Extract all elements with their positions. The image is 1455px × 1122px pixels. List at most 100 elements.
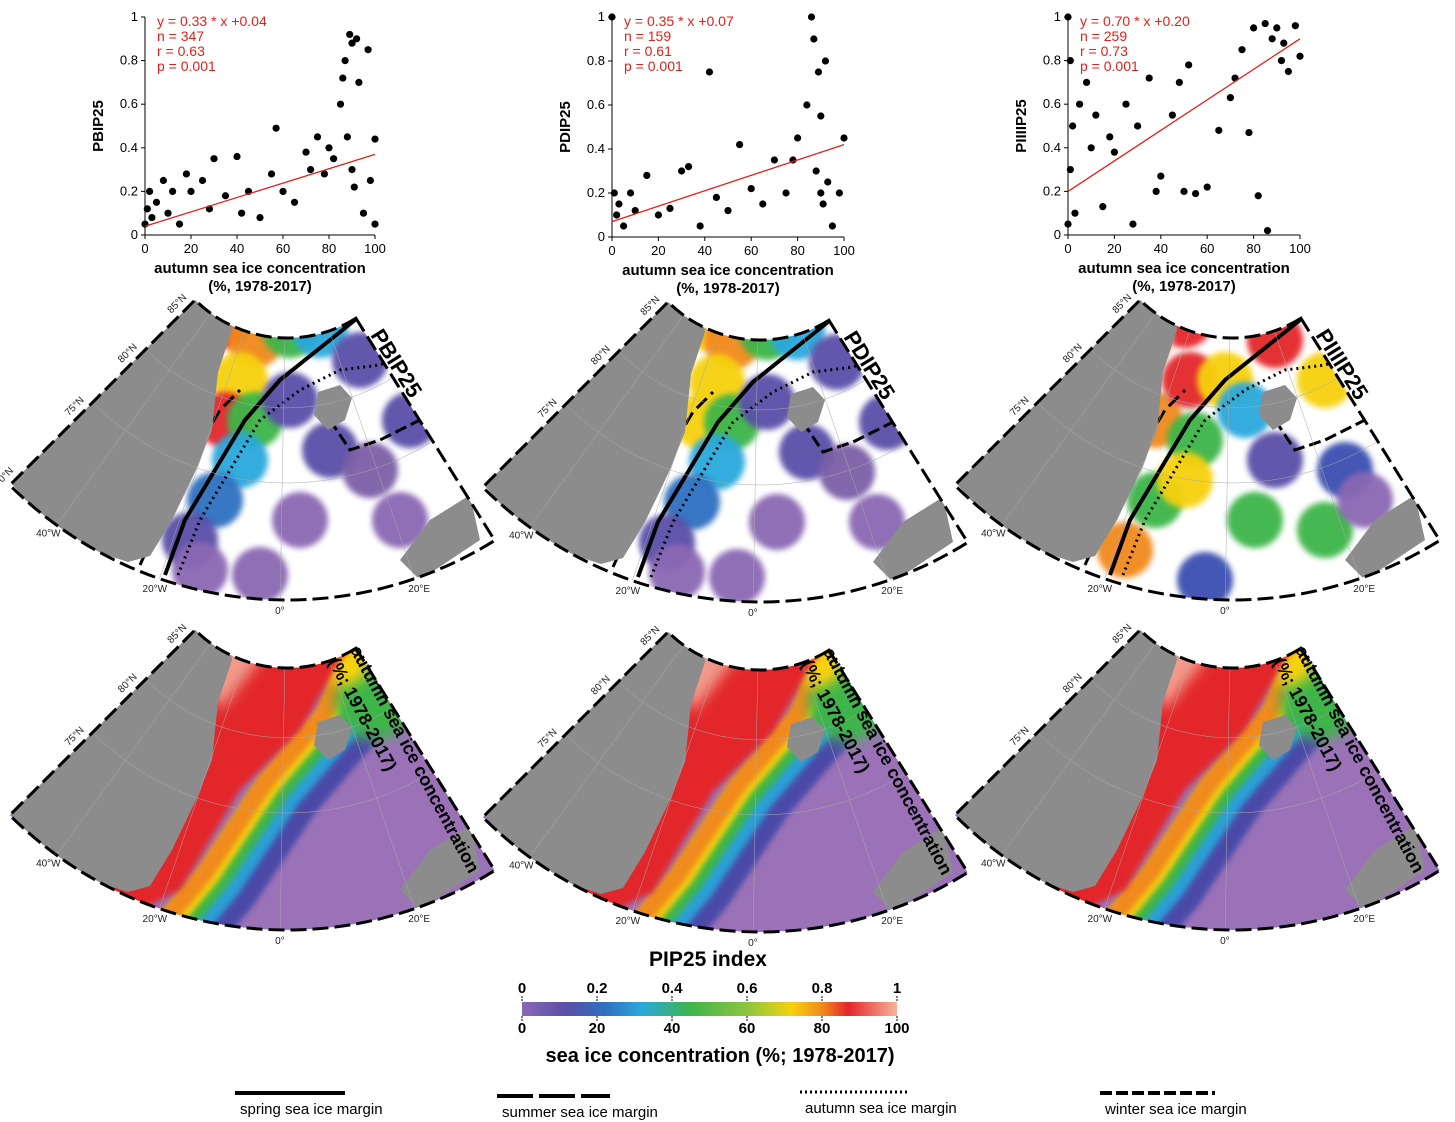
point [613, 211, 620, 218]
index-blob [739, 374, 795, 430]
point [1255, 192, 1262, 199]
y-tick-label: 0.8 [587, 53, 605, 68]
point [330, 155, 337, 162]
longitude-label: 40°W [981, 858, 1006, 869]
point [620, 222, 627, 229]
x-tick-label: 80 [790, 243, 804, 258]
point [1285, 68, 1292, 75]
point [256, 214, 263, 221]
y-tick-label: 0.4 [587, 141, 605, 156]
longitude-label: 20°W [143, 584, 168, 595]
stat-annotation: y = 0.33 * x +0.04 [157, 13, 267, 29]
longitude-label: 20°W [1088, 914, 1113, 925]
point [840, 134, 847, 141]
point [273, 125, 280, 132]
point [685, 163, 692, 170]
point [1099, 203, 1106, 210]
point [1264, 227, 1271, 234]
longitude-label: 40°W [509, 530, 534, 541]
x-tick-label: 40 [1154, 241, 1168, 256]
map-body [473, 282, 968, 605]
index-blob [172, 542, 228, 598]
point [1185, 61, 1192, 68]
x-axis-label: (%, 1978-2017) [676, 280, 779, 297]
point [643, 172, 650, 179]
y-tick-label: 0.4 [120, 140, 138, 155]
x-axis-label: (%, 1978-2017) [208, 278, 311, 295]
stat-annotation: n = 259 [1080, 28, 1127, 44]
colorbar-tick-label: 60 [739, 1020, 756, 1037]
point [1245, 129, 1252, 136]
index-blob [272, 492, 328, 548]
point [1269, 35, 1276, 42]
index-blob [1227, 492, 1283, 548]
colorbar-tick-label: 1 [893, 980, 901, 997]
colorbar-tick-label: 40 [664, 1020, 681, 1037]
colorbar-tick-label: 0 [518, 980, 526, 997]
longitude-label: 0° [275, 936, 285, 947]
point [1192, 190, 1199, 197]
point [736, 141, 743, 148]
point [1069, 122, 1076, 129]
point [344, 133, 351, 140]
x-tick-label: 20 [1107, 241, 1121, 256]
x-tick-label: 0 [1064, 241, 1071, 256]
index-blob [749, 494, 805, 550]
longitude-label: 0° [275, 606, 285, 617]
x-axis-label: (%, 1978-2017) [1132, 278, 1235, 295]
colorbar-tick-label: 0.2 [587, 980, 608, 997]
longitude-label: 20°E [408, 914, 430, 925]
point [1273, 24, 1280, 31]
map: 85°N80°N75°N40°W20°W0°20°EPDIP25 [473, 282, 968, 619]
point [360, 210, 367, 217]
x-tick-label: 100 [1289, 241, 1311, 256]
colorbar-tick-label: 0.4 [662, 980, 684, 997]
point [1180, 188, 1187, 195]
map-body [0, 280, 495, 603]
colorbar-tick-label: 80 [814, 1020, 831, 1037]
x-axis-label: autumn sea ice concentration [622, 262, 834, 279]
point [302, 149, 309, 156]
point [365, 46, 372, 53]
point [1262, 20, 1269, 27]
point [1238, 46, 1245, 53]
longitude-label: 20°E [881, 916, 903, 927]
y-tick-label: 0 [131, 227, 138, 242]
point [815, 68, 822, 75]
y-tick-label: 0.2 [120, 183, 138, 198]
point [146, 188, 153, 195]
point [820, 200, 827, 207]
point [1215, 127, 1222, 134]
point [611, 189, 618, 196]
point [782, 189, 789, 196]
stat-annotation: y = 0.70 * x +0.20 [1080, 13, 1190, 29]
y-axis-label: PBIP25 [90, 100, 107, 152]
index-blob [709, 549, 765, 605]
point [210, 155, 217, 162]
point [144, 205, 151, 212]
point [1157, 173, 1164, 180]
stat-annotation: y = 0.35 * x +0.07 [624, 13, 734, 29]
point [666, 205, 673, 212]
index-blob [262, 372, 318, 428]
index-blob [232, 547, 288, 603]
point [342, 57, 349, 64]
index-blob [382, 392, 438, 448]
point [346, 31, 353, 38]
x-tick-label: 100 [833, 243, 855, 258]
point [351, 183, 358, 190]
x-tick-label: 80 [1246, 241, 1260, 256]
colorbar-tick-label: 0 [518, 1020, 526, 1037]
legend-label: spring sea ice margin [240, 1101, 383, 1118]
point [1250, 24, 1257, 31]
colorbar-tick-label: 0.8 [812, 980, 833, 997]
x-tick-label: 60 [744, 243, 758, 258]
colorbar-tick-label: 20 [589, 1020, 606, 1037]
point [176, 221, 183, 228]
point [1169, 112, 1176, 119]
point [824, 178, 831, 185]
y-tick-label: 1 [131, 9, 138, 24]
x-tick-label: 40 [230, 241, 244, 256]
point [337, 101, 344, 108]
point [169, 188, 176, 195]
